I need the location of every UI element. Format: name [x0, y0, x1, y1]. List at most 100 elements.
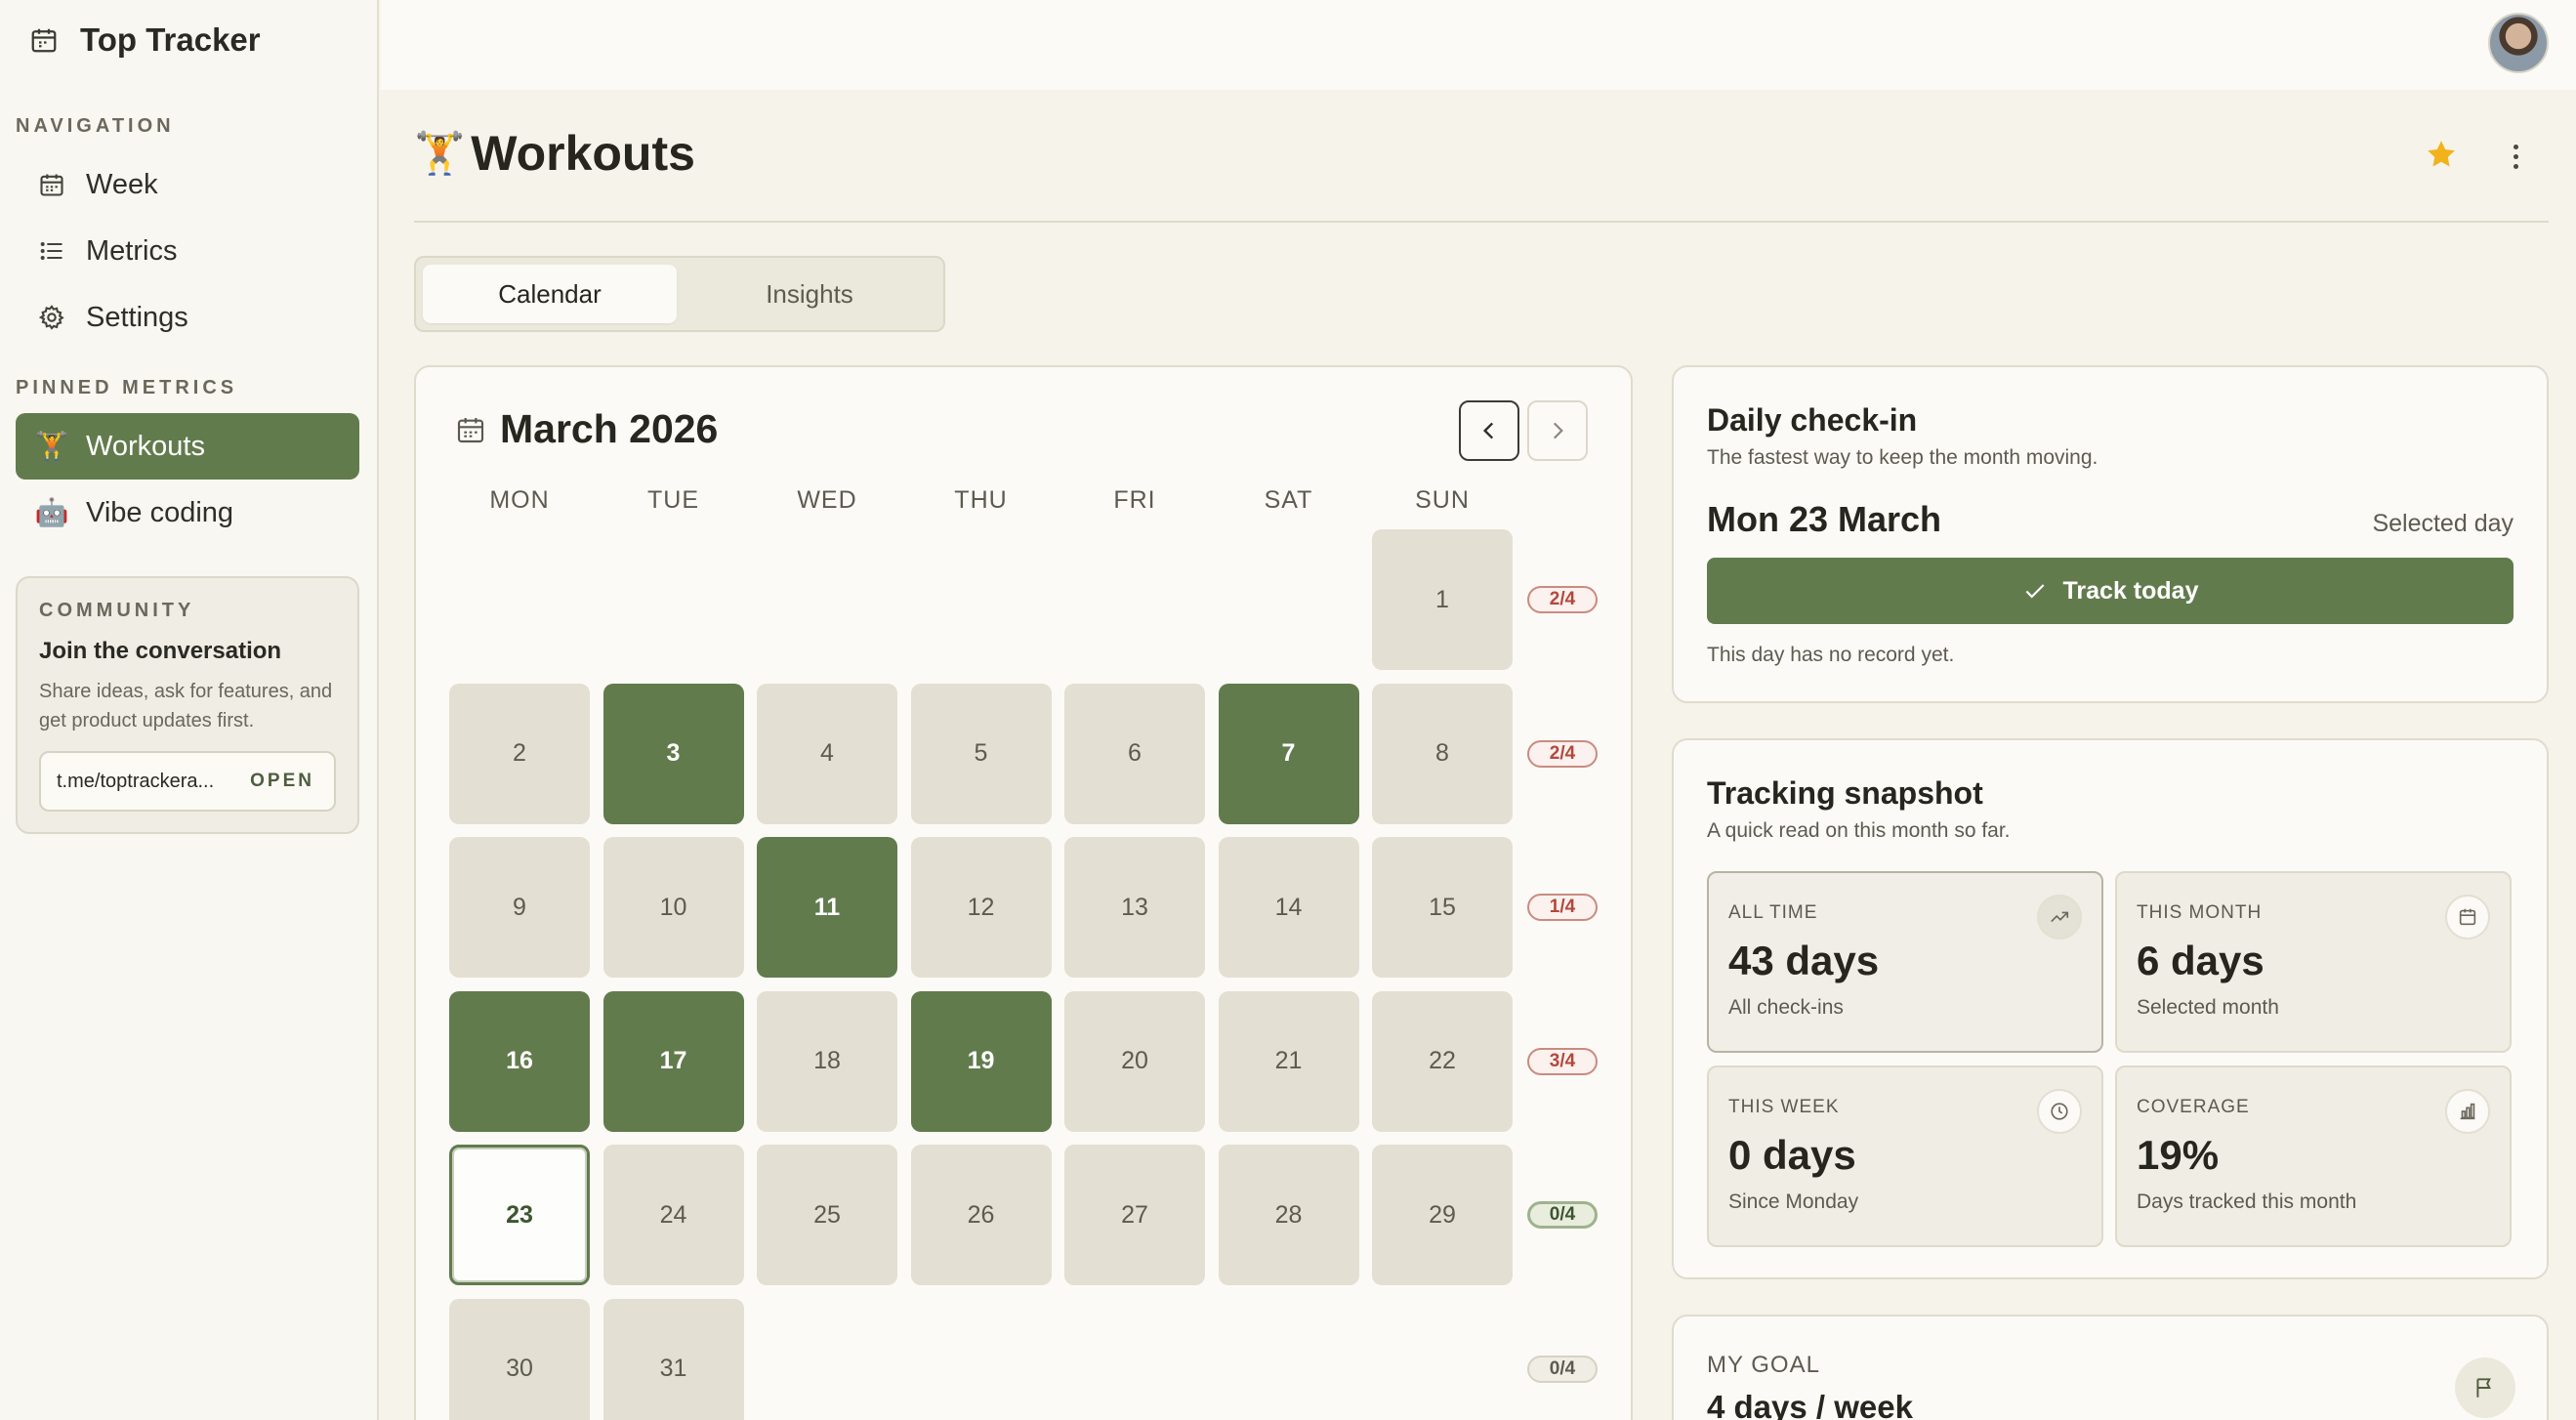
calendar-day[interactable]: 26 [910, 1145, 1052, 1285]
calendar-icon [457, 417, 484, 442]
stat-this-month[interactable]: THIS MONTH 6 days Selected month [2115, 871, 2512, 1053]
calendar-day[interactable]: 21 [1218, 990, 1359, 1132]
weekday-header: SAT [1264, 486, 1313, 514]
stat-description: All check-ins [1728, 996, 1844, 1019]
calendar-day[interactable]: 2 [449, 683, 590, 824]
snapshot-title: Tracking snapshot [1707, 775, 1983, 811]
calendar-day[interactable]: 8 [1372, 683, 1513, 824]
week-progress-badge: 3/4 [1527, 1047, 1598, 1075]
week-progress-badge: 1/4 [1527, 894, 1598, 921]
pinned-item-vibe-coding[interactable]: 🤖 Vibe coding [16, 480, 359, 545]
community-title: Join the conversation [39, 638, 282, 664]
app-logo-icon [31, 28, 57, 53]
calendar-day[interactable]: 5 [910, 683, 1052, 824]
page-title-text: Workouts [471, 126, 695, 181]
calendar-month-label: March 2026 [500, 406, 719, 451]
nav-item-week[interactable]: Week [16, 152, 359, 217]
tab-insights[interactable]: Insights [766, 278, 853, 309]
navigation-label: NAVIGATION [16, 115, 175, 137]
snapshot-subtitle: A quick read on this month so far. [1707, 819, 2011, 842]
track-today-label: Track today [2062, 576, 2199, 605]
calendar-day[interactable]: 18 [757, 990, 897, 1132]
list-icon [35, 234, 68, 268]
calendar-day[interactable]: 4 [757, 683, 897, 824]
sidebar: Top Tracker NAVIGATION Week Metrics Sett… [0, 0, 379, 1420]
track-today-button[interactable]: Track today [1707, 558, 2514, 624]
stat-coverage[interactable]: COVERAGE 19% Days tracked this month [2115, 1065, 2512, 1247]
stat-description: Days tracked this month [2137, 1190, 2357, 1213]
weekday-header: MON [489, 486, 550, 514]
stat-label: THIS MONTH [2137, 902, 2263, 923]
app-name: Top Tracker [80, 21, 261, 58]
previous-month-button[interactable] [1459, 400, 1519, 461]
week-progress-badge: 0/4 [1527, 1355, 1598, 1383]
check-icon [2025, 584, 2044, 599]
stat-value: 43 days [1728, 938, 1880, 983]
pinned-item-label: Vibe coding [86, 496, 234, 528]
calendar-day[interactable]: 16 [449, 990, 590, 1132]
calendar-day[interactable]: 3 [602, 683, 744, 824]
tracking-snapshot-card: Tracking snapshot A quick read on this m… [1672, 738, 2549, 1279]
weekday-header: THU [954, 486, 1008, 514]
header-divider [414, 221, 2549, 223]
calendar-day[interactable]: 14 [1218, 837, 1359, 978]
selected-day-label: Mon 23 March [1707, 499, 1942, 539]
nav-item-metrics[interactable]: Metrics [16, 219, 359, 283]
user-avatar[interactable] [2488, 13, 2549, 73]
pinned-item-label: Workouts [86, 430, 205, 462]
more-options-icon[interactable] [2500, 139, 2531, 174]
checkin-note: This day has no record yet. [1707, 644, 1955, 666]
calendar-day[interactable]: 30 [449, 1298, 590, 1420]
stat-this-week[interactable]: THIS WEEK 0 days Since Monday [1707, 1065, 2103, 1247]
community-label: COMMUNITY [39, 600, 195, 621]
weightlifter-icon: 🏋️ [34, 431, 69, 461]
view-tabs: Calendar Insights [414, 256, 945, 332]
weekday-header: SUN [1415, 486, 1470, 514]
calendar-day[interactable]: 17 [602, 990, 744, 1132]
week-progress-badge: 2/4 [1527, 586, 1598, 613]
weightlifter-icon: 🏋️ [414, 130, 466, 176]
goal-label: MY GOAL [1707, 1352, 1820, 1378]
calendar-day[interactable]: 24 [602, 1145, 744, 1285]
gear-icon [35, 301, 68, 334]
calendar-day[interactable]: 9 [449, 837, 590, 978]
calendar-day[interactable]: 11 [757, 837, 897, 978]
stat-description: Selected month [2137, 996, 2279, 1019]
calendar-day[interactable]: 27 [1064, 1145, 1205, 1285]
community-link[interactable]: t.me/toptrackera... OPEN [39, 751, 336, 812]
calendar-day[interactable]: 12 [910, 837, 1052, 978]
calendar-day[interactable]: 25 [757, 1145, 897, 1285]
flag-icon[interactable] [2455, 1357, 2515, 1418]
calendar-day[interactable]: 1 [1372, 529, 1513, 670]
community-link-url[interactable]: t.me/toptrackera... [57, 770, 215, 792]
calendar-day[interactable]: 15 [1372, 837, 1513, 978]
calendar-day[interactable]: 28 [1218, 1145, 1359, 1285]
checkin-subtitle: The fastest way to keep the month moving… [1707, 446, 2098, 469]
calendar-day[interactable]: 6 [1064, 683, 1205, 824]
clock-icon [2037, 1089, 2082, 1134]
stat-description: Since Monday [1728, 1190, 1859, 1213]
calendar-day[interactable]: 10 [602, 837, 744, 978]
calendar-day[interactable]: 19 [910, 990, 1052, 1132]
calendar-day[interactable]: 7 [1218, 683, 1359, 824]
chevron-right-icon [1553, 422, 1563, 439]
tab-calendar[interactable]: Calendar [423, 265, 677, 323]
stat-all-time[interactable]: ALL TIME 43 days All check-ins [1707, 871, 2103, 1053]
calendar-day[interactable]: 29 [1372, 1145, 1513, 1285]
calendar-day[interactable]: 31 [602, 1298, 744, 1420]
nav-item-settings[interactable]: Settings [16, 285, 359, 350]
community-open-button[interactable]: OPEN [250, 771, 314, 791]
weekday-header: FRI [1113, 486, 1156, 514]
week-progress-badge: 2/4 [1527, 739, 1598, 768]
calendar-day[interactable]: 23 [449, 1145, 590, 1285]
weekday-header: WED [797, 486, 857, 514]
daily-checkin-card: Daily check-in The fastest way to keep t… [1672, 365, 2549, 703]
calendar-day[interactable]: 22 [1372, 990, 1513, 1132]
star-icon[interactable] [2424, 137, 2459, 172]
pinned-item-workouts[interactable]: 🏋️ Workouts [16, 413, 359, 480]
calendar-day[interactable]: 20 [1064, 990, 1205, 1132]
next-month-button[interactable] [1527, 400, 1588, 461]
brand[interactable]: Top Tracker [29, 21, 261, 59]
nav-item-label: Settings [86, 301, 188, 333]
calendar-day[interactable]: 13 [1064, 837, 1205, 978]
